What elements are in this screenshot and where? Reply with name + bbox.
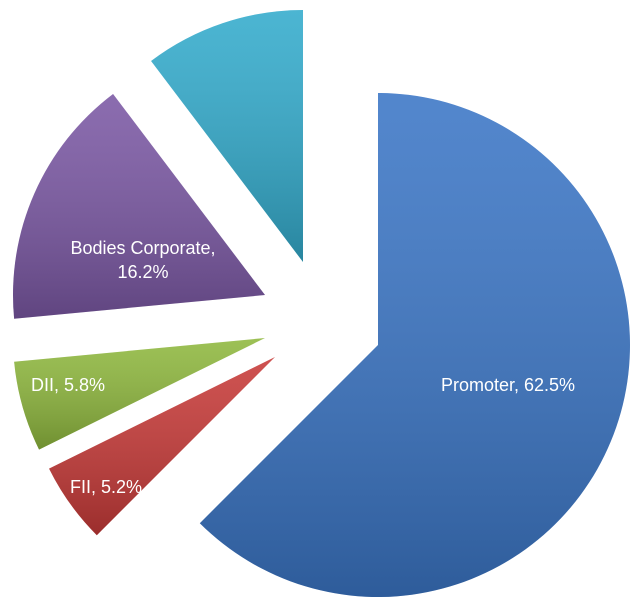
data-label: Bodies Corporate, 16.2%	[70, 238, 216, 282]
slice-shade	[49, 357, 275, 536]
slice-shade	[12, 93, 265, 319]
data-label: Promoter, 62.5%	[440, 375, 576, 395]
data-label: FII, 5.2%	[69, 477, 143, 497]
slice-shade	[14, 338, 266, 450]
data-label: DII, 5.8%	[30, 375, 106, 395]
slice-shade	[199, 93, 630, 597]
slice-shade	[151, 10, 303, 262]
